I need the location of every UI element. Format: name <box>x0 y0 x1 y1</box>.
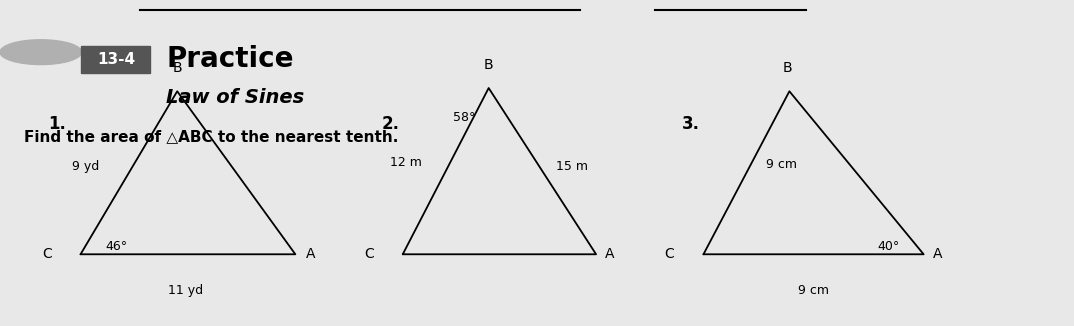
Text: 12 m: 12 m <box>390 156 422 170</box>
Text: C: C <box>665 247 674 261</box>
Text: 40°: 40° <box>877 240 900 253</box>
Text: 15 m: 15 m <box>556 160 589 173</box>
Text: A: A <box>605 247 614 261</box>
Text: 13-4: 13-4 <box>97 52 135 67</box>
Text: B: B <box>783 61 792 75</box>
Text: B: B <box>484 58 493 72</box>
Text: A: A <box>306 247 316 261</box>
Text: 9 cm: 9 cm <box>766 158 797 171</box>
Text: 9 cm: 9 cm <box>798 284 828 297</box>
Text: C: C <box>42 247 52 261</box>
Text: 46°: 46° <box>105 240 128 253</box>
Text: Practice: Practice <box>166 45 294 73</box>
Text: 9 yd: 9 yd <box>72 160 99 173</box>
Text: B: B <box>173 61 182 75</box>
Text: 1.: 1. <box>48 115 67 133</box>
FancyBboxPatch shape <box>81 46 150 73</box>
Text: 58°: 58° <box>453 111 476 124</box>
Text: 3.: 3. <box>682 115 700 133</box>
Text: Law of Sines: Law of Sines <box>166 88 305 107</box>
Text: A: A <box>933 247 943 261</box>
Text: 2.: 2. <box>381 115 400 133</box>
Text: 11 yd: 11 yd <box>169 284 203 297</box>
Text: C: C <box>364 247 374 261</box>
Circle shape <box>0 40 82 65</box>
Text: Find the area of △ABC to the nearest tenth.: Find the area of △ABC to the nearest ten… <box>24 129 398 144</box>
